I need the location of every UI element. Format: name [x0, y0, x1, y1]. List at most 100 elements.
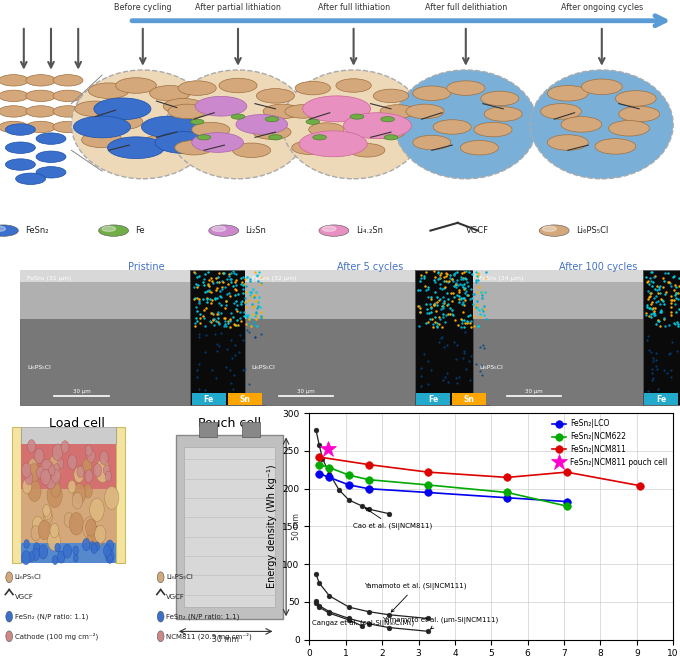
Circle shape	[163, 98, 204, 114]
Circle shape	[41, 459, 52, 477]
Circle shape	[155, 132, 212, 154]
Ellipse shape	[394, 70, 537, 179]
Circle shape	[292, 141, 327, 154]
Circle shape	[0, 106, 29, 117]
Circle shape	[192, 122, 230, 137]
Circle shape	[26, 121, 56, 133]
Circle shape	[52, 444, 63, 461]
Bar	[473, 274, 643, 319]
Circle shape	[190, 119, 204, 125]
Circle shape	[95, 525, 106, 543]
Circle shape	[73, 554, 78, 562]
Text: NCM811 (20.9 mg cm⁻²): NCM811 (20.9 mg cm⁻²)	[166, 632, 252, 640]
Text: 30 mm: 30 mm	[212, 636, 239, 644]
Circle shape	[313, 134, 326, 140]
Circle shape	[484, 107, 522, 121]
Text: Load cell: Load cell	[48, 417, 105, 430]
Circle shape	[72, 492, 82, 509]
Circle shape	[157, 631, 164, 642]
Circle shape	[24, 540, 29, 548]
Text: Li₆PS₅Cl: Li₆PS₅Cl	[576, 226, 609, 235]
Circle shape	[90, 498, 104, 522]
Circle shape	[539, 225, 569, 236]
Circle shape	[83, 517, 96, 539]
Text: FeSn₂ (34 μm): FeSn₂ (34 μm)	[479, 276, 524, 281]
Legend: FeSn₂|LCO, FeSn₂|NCM622, FeSn₂|NCM811, FeSn₂|NCM811 pouch cell: FeSn₂|LCO, FeSn₂|NCM622, FeSn₂|NCM811, F…	[550, 417, 669, 469]
Text: After 5 cycles: After 5 cycles	[337, 262, 404, 272]
Circle shape	[68, 480, 76, 493]
FeSn₂|NCM622	[364, 476, 373, 483]
FeSn₂|NCM811	[364, 461, 373, 468]
Circle shape	[253, 125, 291, 140]
Circle shape	[53, 75, 83, 86]
Text: Yamamoto et al. (μm-Si|NCM111): Yamamoto et al. (μm-Si|NCM111)	[382, 617, 498, 629]
Circle shape	[85, 445, 92, 456]
Circle shape	[460, 140, 498, 155]
Circle shape	[90, 541, 95, 550]
Circle shape	[406, 104, 444, 119]
Circle shape	[299, 131, 367, 157]
Circle shape	[85, 470, 93, 483]
Circle shape	[175, 140, 213, 155]
Text: 30 μm: 30 μm	[297, 390, 315, 394]
Circle shape	[212, 226, 226, 232]
Circle shape	[73, 546, 78, 555]
Circle shape	[6, 611, 12, 622]
FeSn₂|NCM811	[503, 474, 511, 482]
FeSn₂|LCO	[315, 470, 323, 478]
Bar	[416, 393, 450, 405]
Text: Li₆PS₅Cl: Li₆PS₅Cl	[479, 365, 503, 370]
Circle shape	[105, 486, 119, 509]
Text: Cangaz et al. (col-Si|N₉₀C₅M₅): Cangaz et al. (col-Si|N₉₀C₅M₅)	[312, 620, 414, 627]
Bar	[116, 427, 125, 562]
Circle shape	[0, 90, 29, 102]
Text: Before cycling: Before cycling	[114, 3, 171, 12]
Bar	[192, 393, 226, 405]
Circle shape	[31, 525, 41, 541]
Text: FeSn₂ (N/P ratio: 1.1): FeSn₂ (N/P ratio: 1.1)	[14, 613, 88, 620]
FeSn₂|LCO	[325, 474, 333, 482]
FeSn₂|LCO	[364, 485, 373, 493]
Bar	[644, 393, 678, 405]
Circle shape	[103, 544, 112, 557]
Text: Fe: Fe	[203, 395, 214, 404]
Circle shape	[49, 455, 61, 474]
Bar	[12, 427, 22, 562]
Bar	[199, 422, 218, 437]
FancyArrowPatch shape	[132, 16, 665, 26]
Text: Li₄.₂Sn: Li₄.₂Sn	[356, 226, 383, 235]
Circle shape	[168, 104, 206, 119]
Ellipse shape	[530, 70, 673, 179]
Bar	[190, 270, 265, 405]
Circle shape	[116, 77, 156, 93]
Circle shape	[561, 117, 602, 132]
Circle shape	[322, 226, 336, 232]
Text: After full delithiation: After full delithiation	[425, 3, 507, 12]
Circle shape	[236, 115, 288, 134]
Bar	[176, 434, 283, 619]
Circle shape	[50, 481, 61, 497]
Circle shape	[33, 543, 39, 552]
Circle shape	[53, 464, 60, 474]
Text: Li₆PS₅Cl: Li₆PS₅Cl	[27, 365, 51, 370]
Circle shape	[49, 466, 55, 476]
Text: 30 μm: 30 μm	[73, 390, 90, 394]
Text: After partial lithiation: After partial lithiation	[195, 3, 281, 12]
Bar	[22, 543, 116, 562]
Circle shape	[373, 89, 409, 102]
Text: VGCF: VGCF	[466, 226, 489, 235]
FeSn₂|NCM622	[424, 481, 432, 489]
Circle shape	[615, 91, 656, 106]
Circle shape	[53, 90, 83, 102]
Circle shape	[102, 226, 116, 232]
Circle shape	[86, 529, 99, 548]
Circle shape	[107, 554, 112, 562]
Circle shape	[92, 526, 104, 546]
FeSn₂|LCO	[345, 481, 353, 489]
FeSn₂|NCM622	[315, 461, 323, 468]
Line: FeSn₂|NCM811: FeSn₂|NCM811	[316, 453, 644, 489]
Text: Li₂Sn: Li₂Sn	[245, 226, 267, 235]
Circle shape	[265, 117, 279, 122]
Bar	[452, 393, 486, 405]
Circle shape	[28, 480, 41, 501]
